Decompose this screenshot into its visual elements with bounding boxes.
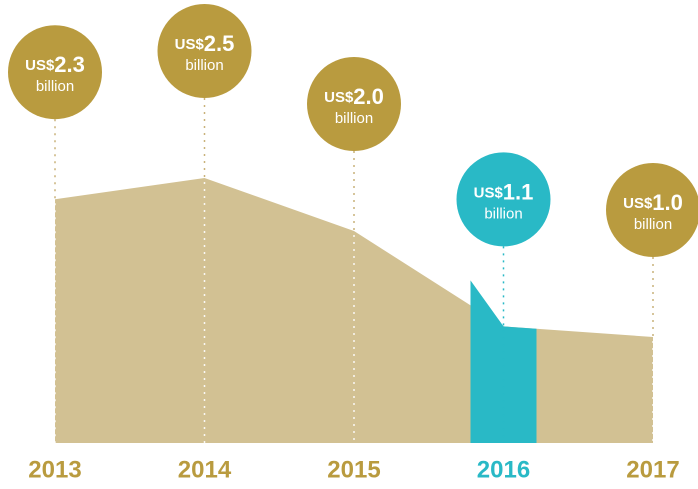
x-tick-label: 2015 [327,456,380,483]
bubble-value: US$1.1 [474,179,534,204]
value-label: 2.5 [204,31,235,56]
currency: US$ [175,36,205,53]
bubble [456,152,551,247]
highlight-band [470,280,537,443]
bubble-value: US$1.0 [623,190,683,215]
x-tick-label: 2014 [178,456,232,483]
value-label: 2.3 [54,52,85,77]
currency: US$ [25,57,55,74]
bubble-unit: billion [185,57,223,74]
bubble-value: US$2.0 [324,84,384,109]
x-tick-label: 2013 [28,456,81,483]
x-tick-label: 2017 [626,456,679,483]
currency: US$ [324,89,354,106]
currency: US$ [623,195,653,212]
bubble [8,25,102,120]
bubble-value: US$2.5 [175,31,235,56]
bubble-unit: billion [634,216,672,233]
x-tick-label: 2016 [477,456,530,483]
bubble-unit: billion [36,78,74,95]
bubble [606,163,698,257]
bubble-unit: billion [335,110,373,127]
bubble-unit: billion [484,205,522,222]
bubble [157,4,252,98]
bubble-value: US$2.3 [25,52,85,77]
value-label: 2.0 [353,84,384,109]
bubble [307,57,401,151]
value-label: 1.1 [503,179,534,204]
currency: US$ [474,184,504,201]
value-label: 1.0 [652,190,683,215]
